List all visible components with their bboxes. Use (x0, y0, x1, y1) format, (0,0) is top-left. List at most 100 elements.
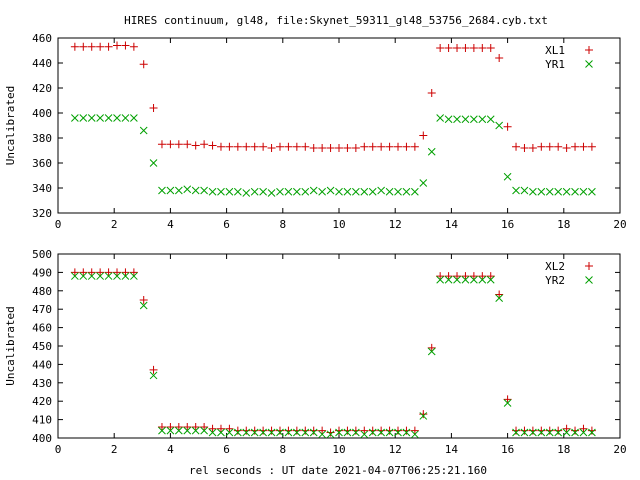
data-point (183, 140, 192, 149)
data-point (495, 294, 504, 303)
data-point (130, 114, 138, 122)
data-point (166, 422, 175, 431)
data-point (104, 42, 113, 51)
data-point (174, 422, 183, 431)
data-point (335, 426, 343, 435)
data-point (351, 144, 360, 152)
data-point (301, 428, 310, 437)
data-point (495, 290, 504, 299)
data-point (368, 428, 377, 437)
data-point (545, 428, 554, 437)
x-tick-label: 6 (223, 443, 230, 456)
data-point (208, 187, 217, 196)
data-point (225, 424, 234, 433)
data-point (419, 412, 428, 420)
data-point (242, 189, 251, 197)
data-point (326, 144, 335, 152)
data-point (129, 42, 138, 51)
data-point (326, 186, 335, 195)
y-tick-label: 440 (32, 57, 52, 70)
data-point (360, 187, 369, 196)
x-tick-label: 14 (445, 443, 459, 456)
data-point (70, 42, 79, 51)
plot-panel-2: 0 2 4 6 8 10 12 14 16 18 20 400 410 420 430 440 450 460 47… (4, 248, 627, 456)
y-tick-label: 400 (32, 107, 52, 120)
data-point (158, 186, 166, 195)
data-point (579, 428, 588, 437)
data-point (250, 187, 259, 196)
data-point (529, 187, 537, 196)
data-point (588, 428, 596, 437)
data-point (301, 426, 310, 435)
data-point (368, 187, 377, 196)
data-point (104, 114, 113, 122)
data-point (309, 186, 318, 195)
data-point (427, 89, 436, 97)
data-point (529, 428, 537, 437)
data-point (113, 272, 121, 280)
data-point (79, 268, 88, 277)
series-YR2 (71, 272, 596, 439)
data-point (275, 142, 284, 151)
data-point (233, 142, 242, 151)
data-point (486, 272, 495, 281)
legend-label: YR2 (545, 274, 565, 287)
y-tick-label: 380 (32, 132, 52, 145)
data-point (410, 426, 419, 435)
data-point (96, 272, 105, 280)
x-tick-label: 6 (223, 218, 230, 231)
data-point (562, 144, 571, 152)
data-point (259, 142, 268, 151)
data-point (352, 428, 360, 437)
data-point (191, 426, 200, 435)
data-point (149, 159, 158, 167)
data-point (158, 426, 166, 435)
data-point (343, 428, 352, 437)
data-point (267, 189, 276, 197)
data-point (571, 187, 579, 196)
data-point (113, 41, 122, 50)
data-point (183, 426, 192, 435)
data-point (394, 142, 403, 151)
data-point (157, 422, 166, 431)
data-point (191, 141, 200, 150)
data-point (292, 187, 301, 196)
data-point (87, 268, 96, 277)
data-point (385, 428, 394, 437)
series-XL2 (70, 268, 596, 437)
x-tick-label: 0 (55, 443, 62, 456)
x-tick-label: 14 (445, 218, 459, 231)
data-point (71, 272, 79, 280)
data-point (478, 275, 487, 284)
data-point (469, 44, 478, 52)
data-point (436, 44, 445, 52)
legend-marker (585, 276, 593, 284)
data-point (79, 114, 88, 122)
data-point (419, 179, 428, 187)
data-point (478, 115, 487, 124)
data-point (512, 186, 520, 195)
data-point (352, 187, 360, 196)
data-point (368, 426, 377, 435)
x-tick-label: 10 (332, 443, 345, 456)
data-point (343, 187, 352, 196)
data-point (343, 426, 352, 435)
data-point (157, 140, 166, 149)
data-point (225, 187, 234, 196)
data-point (377, 426, 386, 435)
data-point (242, 428, 251, 437)
data-point (183, 422, 192, 431)
data-point (419, 410, 428, 419)
data-point (537, 142, 546, 151)
data-point (512, 428, 520, 437)
data-point (208, 141, 217, 150)
data-point (402, 426, 411, 435)
data-point (545, 187, 554, 196)
data-point (166, 426, 175, 435)
y-tick-label: 490 (32, 266, 52, 279)
data-point (191, 422, 200, 431)
data-point (453, 275, 461, 284)
data-point (96, 268, 105, 277)
data-point (284, 142, 293, 151)
